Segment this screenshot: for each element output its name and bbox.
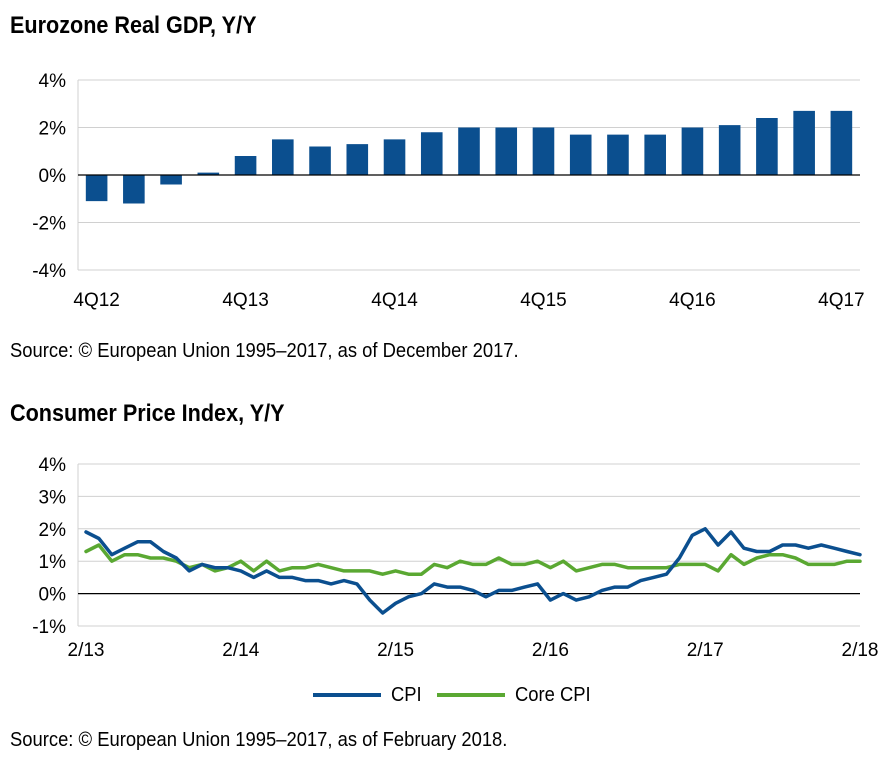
cpi-legend: CPI Core CPI (0, 680, 890, 710)
legend-item-core-cpi: Core CPI (437, 680, 597, 710)
cpi-x-tick-label: 2/13 (68, 640, 105, 661)
gdp-bar (234, 156, 257, 175)
gdp-y-tick-label: -4% (32, 261, 66, 282)
gdp-bar (607, 134, 629, 175)
gdp-x-tick-label: 4Q16 (669, 290, 715, 311)
cpi-x-tick-label: 2/15 (377, 640, 414, 661)
cpi-line-chart: 4% 3% 2% 1% 0% -1%2/13 2/14 2/15 2/16 2/17 2/18 (32, 455, 879, 661)
cpi-series-line (84, 527, 862, 615)
cpi-x-tick-label: 2/16 (532, 640, 569, 661)
cpi-chart-title: Consumer Price Index, Y/Y (10, 400, 285, 427)
cpi-y-tick-label: 3% (39, 487, 67, 508)
gdp-y-tick-label: 0% (39, 166, 67, 187)
gdp-bar (644, 134, 666, 175)
cpi-y-tick-label: 4% (39, 455, 67, 476)
legend-label-cpi: CPI (391, 683, 422, 706)
gdp-bar (718, 125, 741, 175)
gdp-x-tick-label: 4Q15 (520, 290, 566, 311)
legend-item-cpi: CPI (313, 680, 424, 710)
gdp-bar (756, 118, 778, 175)
gdp-bar (272, 139, 294, 175)
gdp-bar (569, 134, 592, 175)
gdp-y-tick-label: -2% (32, 214, 66, 235)
cpi-x-tick-label: 2/14 (222, 640, 259, 661)
gdp-chart-title: Eurozone Real GDP, Y/Y (10, 12, 257, 39)
gdp-bar (85, 175, 108, 202)
gdp-bar (830, 110, 853, 175)
legend-swatch-cpi (313, 693, 381, 697)
gdp-x-tick-label: 4Q14 (371, 290, 418, 311)
gdp-bar (346, 144, 369, 175)
gdp-bar (420, 132, 443, 175)
gdp-bar (681, 127, 704, 175)
gdp-x-tick-label: 4Q17 (818, 290, 864, 311)
gdp-bar (123, 175, 145, 204)
gdp-x-tick-label: 4Q12 (73, 290, 119, 311)
gdp-bar-chart: 4% 2% 0% -2% -4% 4Q12 4Q13 4Q14 4Q15 4Q16 4Q17 (32, 71, 864, 311)
cpi-y-tick-label: 2% (39, 520, 67, 541)
cpi-x-tick-label: 2/18 (842, 640, 879, 661)
cpi-y-tick-label: 0% (39, 585, 67, 606)
gdp-bar (383, 139, 406, 175)
gdp-bar (532, 127, 555, 175)
cpi-y-tick-label: 1% (39, 552, 67, 573)
gdp-source-note: Source: © European Union 1995–2017, as o… (10, 340, 519, 362)
core-cpi-series-line (84, 543, 862, 576)
gdp-bar (197, 172, 220, 175)
gdp-bar (458, 127, 480, 175)
gdp-y-tick-label: 4% (39, 71, 67, 92)
gdp-x-tick-label: 4Q13 (222, 290, 268, 311)
legend-label-core-cpi: Core CPI (515, 683, 591, 706)
gdp-bar (793, 110, 815, 175)
gdp-bar (309, 146, 331, 175)
legend-swatch-core-cpi (437, 693, 505, 697)
cpi-y-tick-label: -1% (32, 617, 66, 638)
gdp-bar (160, 175, 182, 185)
gdp-y-tick-label: 2% (39, 119, 67, 140)
cpi-source-note: Source: © European Union 1995–2017, as o… (10, 729, 508, 751)
gdp-bar (495, 127, 518, 175)
cpi-x-tick-label: 2/17 (687, 640, 724, 661)
